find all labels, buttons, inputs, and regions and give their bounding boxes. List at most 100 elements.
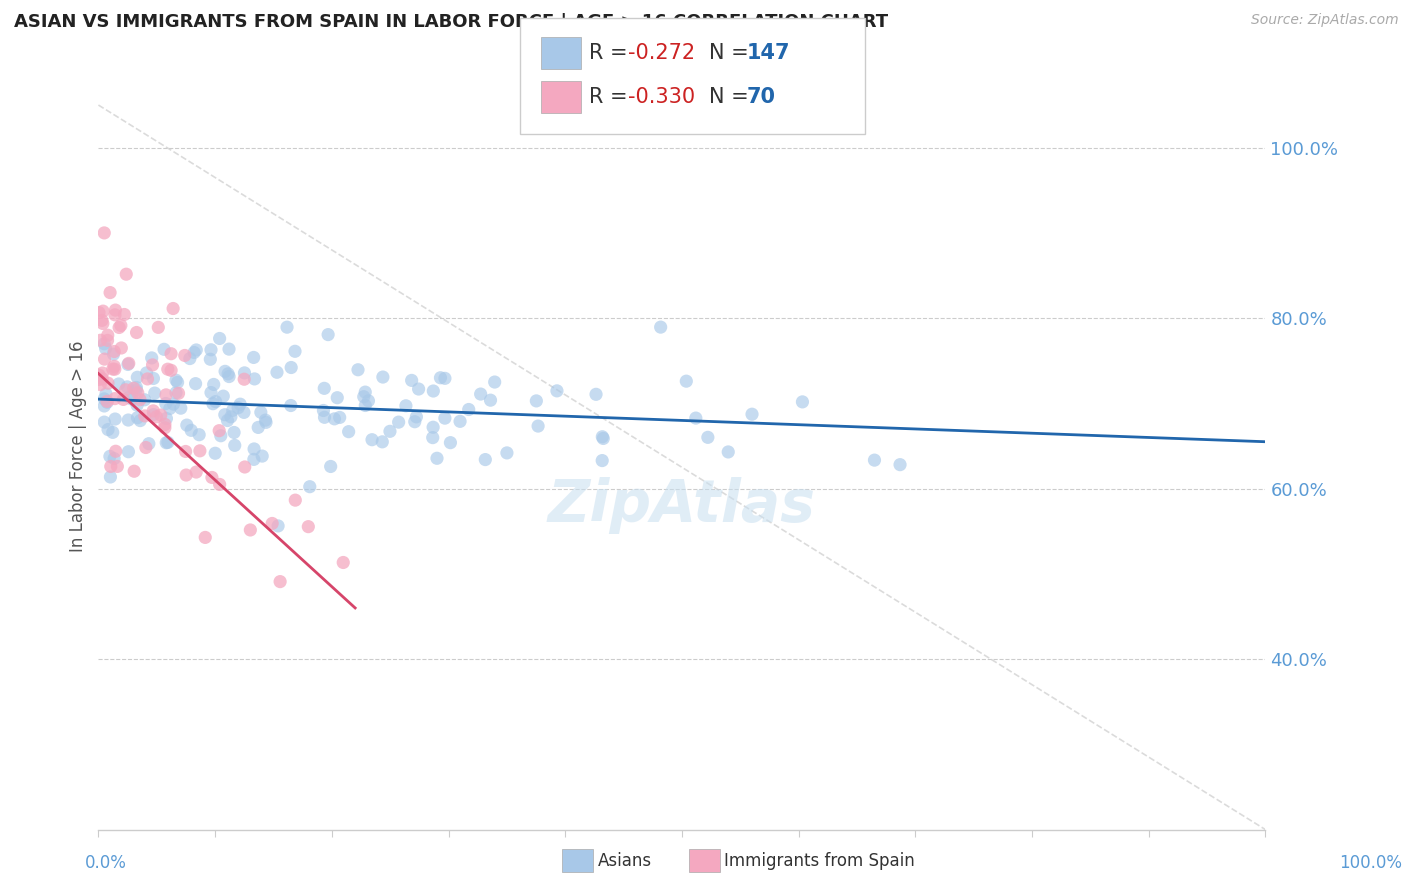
Point bbox=[357, 393, 380, 408]
Point bbox=[217, 413, 239, 427]
Point bbox=[479, 393, 502, 408]
Point bbox=[118, 356, 141, 370]
Text: N =: N = bbox=[709, 87, 755, 107]
Point bbox=[101, 362, 124, 376]
Point bbox=[100, 470, 122, 484]
Point bbox=[524, 393, 547, 408]
Point bbox=[243, 372, 266, 386]
Point bbox=[127, 385, 149, 400]
Point bbox=[160, 363, 183, 377]
Point bbox=[176, 418, 198, 433]
Point bbox=[741, 407, 763, 421]
Point bbox=[96, 334, 118, 348]
Point bbox=[405, 409, 427, 424]
Point bbox=[404, 415, 426, 429]
Point bbox=[156, 362, 179, 376]
Point bbox=[267, 519, 290, 533]
Point bbox=[201, 397, 224, 411]
Point bbox=[426, 451, 449, 466]
Point bbox=[184, 376, 207, 391]
Point bbox=[280, 399, 302, 413]
Point bbox=[218, 342, 240, 356]
Point bbox=[186, 343, 208, 357]
Point bbox=[153, 421, 176, 435]
Point bbox=[162, 301, 184, 316]
Point bbox=[314, 410, 336, 425]
Point bbox=[141, 358, 163, 372]
Point bbox=[141, 351, 163, 365]
Point bbox=[361, 433, 384, 447]
Point bbox=[89, 377, 111, 392]
Point bbox=[153, 417, 176, 432]
Point bbox=[103, 344, 125, 359]
Point bbox=[696, 430, 718, 444]
Point bbox=[127, 370, 149, 384]
Text: ZipAtlas: ZipAtlas bbox=[548, 477, 815, 534]
Point bbox=[863, 453, 886, 467]
Point bbox=[166, 376, 188, 390]
Point bbox=[129, 414, 152, 428]
Point bbox=[312, 403, 335, 417]
Point bbox=[266, 365, 288, 379]
Point bbox=[91, 313, 114, 327]
Point bbox=[247, 420, 270, 434]
Point bbox=[142, 404, 165, 418]
Point bbox=[94, 342, 117, 356]
Point bbox=[93, 226, 115, 240]
Point bbox=[250, 405, 273, 419]
Point bbox=[91, 317, 114, 331]
Point bbox=[138, 436, 160, 450]
Point bbox=[91, 372, 114, 386]
Point bbox=[233, 372, 256, 386]
Text: ASIAN VS IMMIGRANTS FROM SPAIN IN LABOR FORCE | AGE > 16 CORRELATION CHART: ASIAN VS IMMIGRANTS FROM SPAIN IN LABOR … bbox=[14, 13, 889, 31]
Point bbox=[212, 389, 235, 403]
Point bbox=[496, 446, 519, 460]
Point bbox=[792, 395, 814, 409]
Point bbox=[449, 414, 471, 428]
Point bbox=[153, 343, 176, 357]
Point bbox=[422, 420, 444, 434]
Point bbox=[170, 401, 193, 416]
Point bbox=[889, 458, 911, 472]
Point bbox=[591, 453, 613, 467]
Point bbox=[201, 470, 224, 484]
Point bbox=[214, 364, 236, 378]
Point bbox=[224, 438, 246, 452]
Text: 70: 70 bbox=[747, 87, 776, 107]
Point bbox=[433, 371, 456, 385]
Point bbox=[155, 396, 177, 410]
Point bbox=[219, 409, 242, 424]
Point bbox=[204, 394, 226, 409]
Point bbox=[94, 387, 117, 401]
Point bbox=[214, 408, 236, 422]
Point bbox=[135, 441, 157, 455]
Point bbox=[546, 384, 568, 398]
Point bbox=[105, 459, 128, 474]
Point bbox=[284, 344, 307, 359]
Point bbox=[484, 375, 506, 389]
Point bbox=[408, 382, 430, 396]
Point bbox=[474, 452, 496, 467]
Point bbox=[239, 523, 262, 537]
Point bbox=[103, 347, 125, 361]
Point bbox=[93, 392, 115, 406]
Point bbox=[233, 460, 256, 475]
Point bbox=[155, 435, 177, 450]
Text: Source: ZipAtlas.com: Source: ZipAtlas.com bbox=[1251, 13, 1399, 28]
Text: -0.330: -0.330 bbox=[628, 87, 696, 107]
Point bbox=[354, 399, 377, 413]
Point bbox=[121, 392, 143, 406]
Point bbox=[316, 327, 339, 342]
Point bbox=[148, 320, 170, 334]
Point bbox=[243, 442, 266, 456]
Point bbox=[108, 320, 131, 334]
Point bbox=[371, 434, 394, 449]
Point bbox=[134, 409, 156, 423]
Text: R =: R = bbox=[589, 87, 634, 107]
Point bbox=[134, 392, 156, 407]
Point bbox=[89, 333, 111, 347]
Point bbox=[262, 516, 284, 531]
Point bbox=[97, 423, 120, 437]
Point bbox=[117, 413, 139, 427]
Point bbox=[91, 304, 114, 318]
